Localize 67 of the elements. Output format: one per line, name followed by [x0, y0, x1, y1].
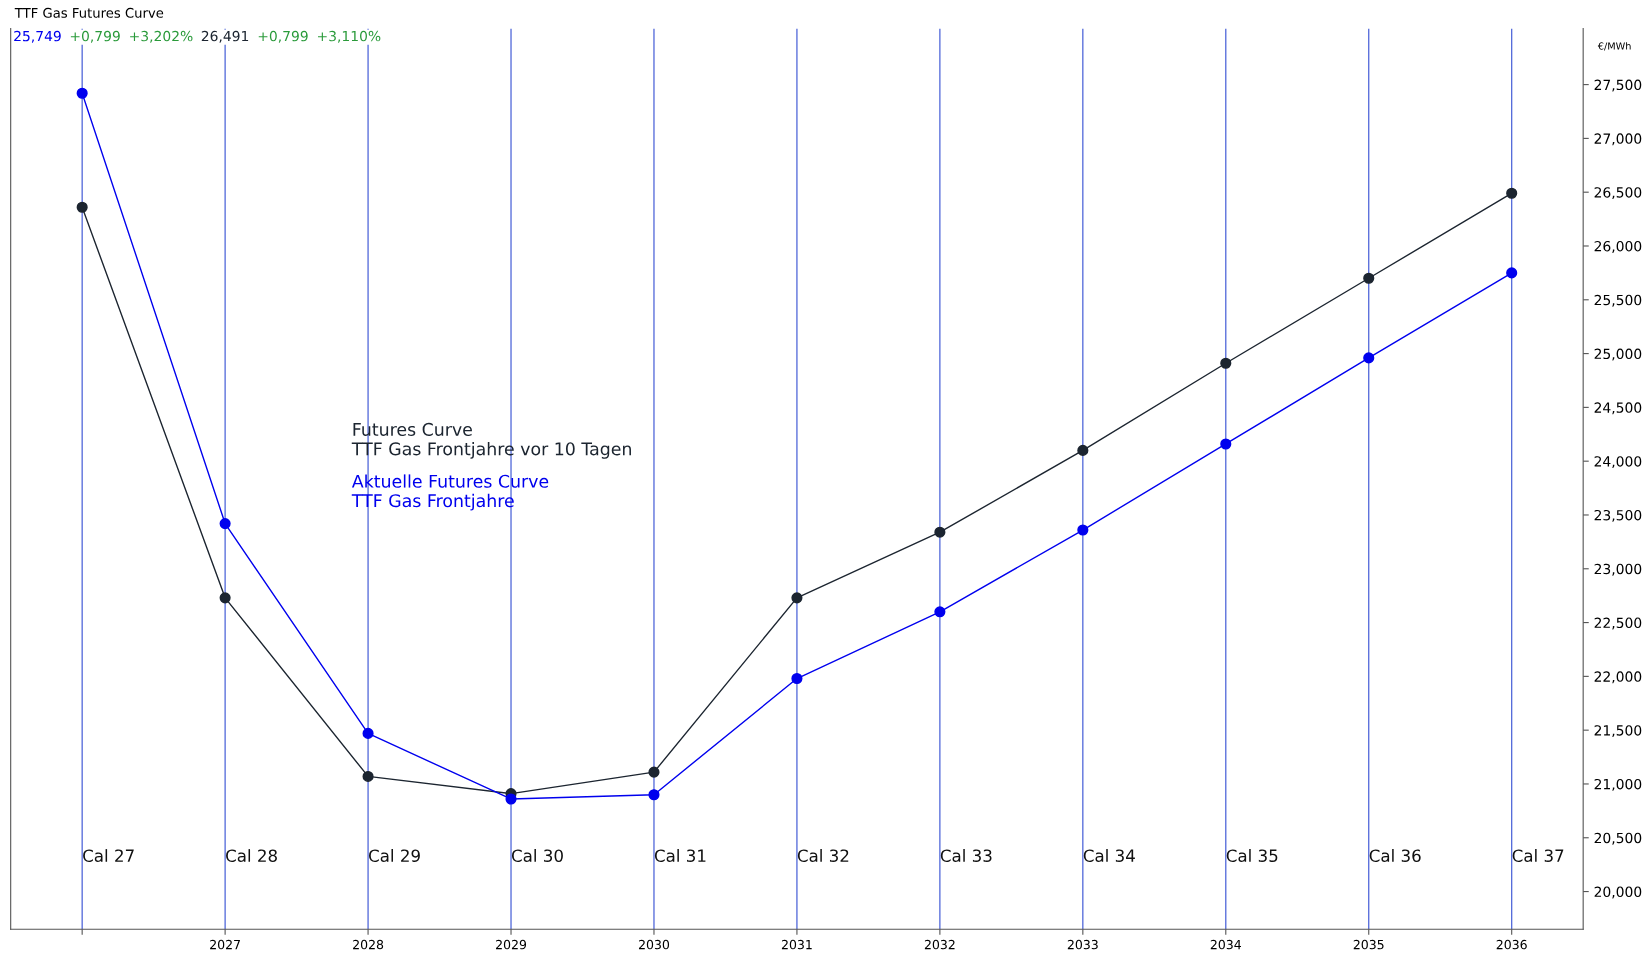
y-tick-label: 22,500 [1594, 617, 1642, 630]
annotation: Cal 27 [83, 849, 134, 863]
annotation: Cal 36 [1369, 849, 1421, 863]
y-tick-label: 26,500 [1594, 187, 1642, 200]
y-tick-label: 21,500 [1594, 725, 1642, 738]
x-tick-label: 2028 [353, 939, 384, 950]
point [76, 87, 88, 99]
annotation: Cal 37 [1512, 849, 1564, 863]
y-tick-label: 21,000 [1594, 778, 1642, 791]
x-tick-label: 2034 [1210, 939, 1241, 950]
point [1220, 357, 1232, 369]
annotation: Cal 29 [369, 849, 420, 863]
point [791, 592, 803, 604]
point [791, 672, 803, 685]
point [934, 526, 946, 538]
point [1077, 444, 1089, 456]
annotation: +0,799 [70, 30, 120, 43]
annotation: +3,202% [130, 30, 193, 43]
y-tick-label: 27,500 [1594, 79, 1642, 92]
y-axis-title: €/MWh [1597, 42, 1631, 51]
annotation: Cal 33 [940, 849, 992, 863]
annotation: +0,799 [258, 30, 308, 43]
y-tick-label: 20,500 [1594, 832, 1642, 845]
annotation: Cal 34 [1083, 849, 1135, 863]
point [76, 201, 88, 213]
point [219, 592, 231, 604]
y-tick-label: 27,000 [1594, 133, 1642, 146]
annotation: Cal 32 [797, 849, 849, 863]
point [1077, 524, 1089, 536]
y-tick-label: 23,500 [1594, 509, 1642, 522]
y-tick-label: 24,500 [1594, 402, 1642, 415]
x-tick-label: 2032 [924, 939, 955, 950]
point [648, 766, 660, 778]
annotation: Cal 35 [1226, 849, 1278, 863]
point [1363, 352, 1375, 364]
chart-title: TTF Gas Futures Curve [14, 7, 164, 18]
x-tick-label: 2029 [496, 939, 527, 950]
y-tick-label: 22,000 [1594, 671, 1642, 684]
point [362, 727, 374, 739]
point [648, 789, 660, 801]
point [1220, 438, 1232, 450]
annotation: +3,110% [318, 30, 381, 43]
annotation: 26,491 [201, 30, 249, 43]
annotation: Cal 28 [226, 849, 277, 863]
y-tick-label: 23,000 [1594, 563, 1642, 576]
x-tick-label: 2035 [1353, 939, 1384, 950]
annotation: Cal 31 [654, 849, 706, 863]
x-tick-label: 2027 [210, 939, 240, 950]
x-tick-label: 2030 [638, 939, 670, 950]
point [362, 770, 374, 782]
y-tick-label: 20,000 [1594, 886, 1642, 899]
y-tick-label: 24,000 [1594, 456, 1642, 469]
point [1506, 187, 1518, 199]
point [505, 793, 517, 805]
x-tick-label: 2031 [781, 939, 812, 950]
text: Aktuelle Futures Curve TTF Gas Frontjahre [351, 474, 549, 511]
point [219, 518, 231, 530]
point [1363, 272, 1375, 284]
y-tick-label: 25,000 [1594, 348, 1642, 361]
annotation: Cal 30 [511, 849, 563, 863]
y-tick-label: 26,000 [1594, 240, 1642, 253]
x-tick-label: 2036 [1496, 939, 1527, 950]
x-tick-label: 2033 [1067, 939, 1098, 950]
point [934, 606, 946, 618]
annotation: 25,749 [14, 30, 61, 43]
point [1506, 267, 1518, 279]
y-tick-label: 25,500 [1594, 294, 1642, 307]
